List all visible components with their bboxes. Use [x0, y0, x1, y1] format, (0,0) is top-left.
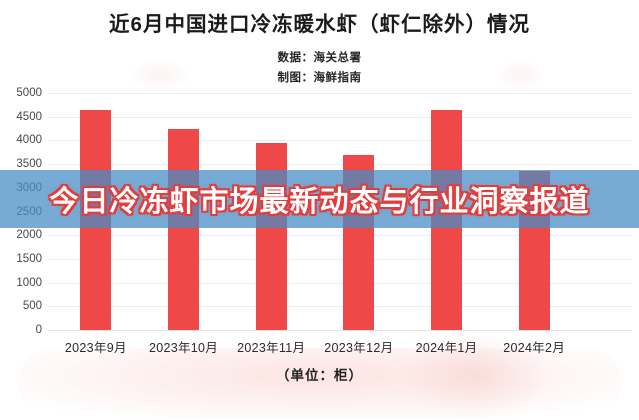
gridline: [48, 140, 632, 142]
y-tick-label: 3500: [16, 158, 42, 171]
y-tick-label: 4000: [16, 134, 42, 147]
gridline: [48, 235, 632, 237]
x-tick-label: 2023年10月: [148, 341, 219, 355]
gridline: [48, 116, 632, 118]
gridline: [48, 330, 632, 331]
x-tick-label: 2024年1月: [415, 341, 478, 355]
bar: [168, 128, 199, 330]
x-tick-label: 2023年11月: [237, 341, 306, 355]
y-tick-label: 2000: [16, 229, 42, 242]
chart-title: 近6月中国进口冷冻暖水虾（虾仁除外）情况: [109, 13, 530, 36]
gridline: [48, 306, 632, 308]
y-tick-label: 0: [35, 324, 42, 336]
y-tick-label: 1000: [16, 276, 42, 289]
bar-slot: [140, 93, 228, 330]
unit-label: （单位：柜）: [276, 368, 363, 383]
y-tick-label: 5000: [16, 87, 42, 99]
x-tick-label: 2023年12月: [324, 341, 394, 355]
data-source-note: 数据：海关总署: [277, 52, 362, 64]
gridline: [48, 282, 632, 284]
gridline: [48, 164, 632, 166]
chart-author-note: 制图：海鲜指南: [277, 72, 362, 84]
x-tick-label: 2023年9月: [64, 341, 127, 355]
y-tick-label: 1500: [16, 252, 42, 265]
x-tick-label: 2024年2月: [503, 341, 566, 355]
gridline: [48, 93, 632, 94]
gridline: [48, 258, 632, 260]
headline-overlay-band: 今日冷冻虾市场最新动态与行业洞察报道: [0, 170, 639, 228]
y-tick-label: 4500: [16, 110, 42, 123]
x-axis: 2023年9月 2023年10月 2023年11月 2023年12月 2024年1月 20…: [52, 337, 578, 355]
headline-text: 今日冷冻虾市场最新动态与行业洞察报道: [49, 186, 590, 218]
y-tick-label: 500: [22, 300, 42, 313]
